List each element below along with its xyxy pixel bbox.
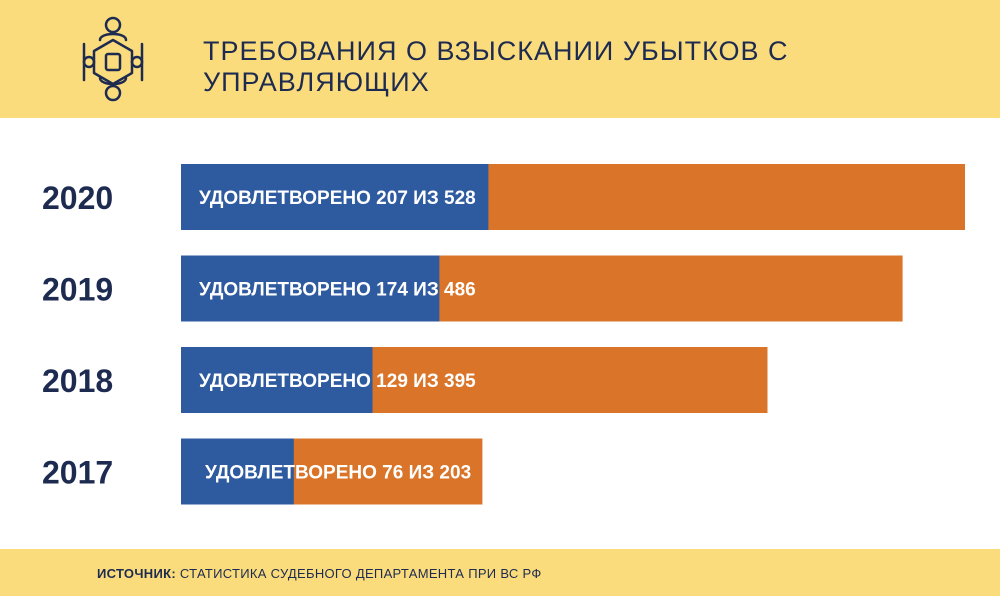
year-label: 2017 (42, 455, 113, 491)
source-text: СТАТИСТИКА СУДЕБНОГО ДЕПАРТАМЕНТА ПРИ ВС… (175, 566, 542, 581)
header-banner: ТРЕБОВАНИЯ О ВЗЫСКАНИИ УБЫТКОВ С УПРАВЛЯ… (0, 0, 1000, 118)
year-label: 2019 (42, 272, 113, 308)
footer-banner: ИСТОЧНИК: СТАТИСТИКА СУДЕБНОГО ДЕПАРТАМЕ… (0, 549, 1000, 596)
bar-chart: 2020 УДОВЛЕТВОРЕНО 207 ИЗ 528 2019 УДОВЛЕТВ… (0, 118, 1000, 548)
bar-data-label: УДОВЛЕТВОРЕНО 129 ИЗ 395 (199, 371, 476, 392)
bar-data-label: УДОВЛЕТВОРЕНО 207 ИЗ 528 (199, 188, 476, 209)
source-note: ИСТОЧНИК: СТАТИСТИКА СУДЕБНОГО ДЕПАРТАМЕ… (97, 566, 542, 581)
satisfied-bar (181, 438, 294, 505)
people-around-hexagon-icon (80, 14, 146, 104)
page-title: ТРЕБОВАНИЯ О ВЗЫСКАНИИ УБЫТКОВ С УПРАВЛЯ… (203, 36, 789, 97)
bar-chart-svg: 2020 УДОВЛЕТВОРЕНО 207 ИЗ 528 2019 УДОВЛЕТВ… (42, 164, 965, 505)
year-label: 2020 (42, 180, 113, 216)
year-label: 2018 (42, 363, 113, 399)
satisfied-bar (181, 255, 440, 322)
source-label: ИСТОЧНИК: (97, 566, 176, 581)
satisfied-bar (181, 347, 373, 413)
bar-data-label: УДОВЛЕТВОРЕНО 174 ИЗ 486 (199, 280, 476, 301)
satisfied-bar (181, 164, 489, 230)
bar-data-label: УДОВЛЕТВОРЕНО 76 ИЗ 203 (205, 463, 471, 484)
